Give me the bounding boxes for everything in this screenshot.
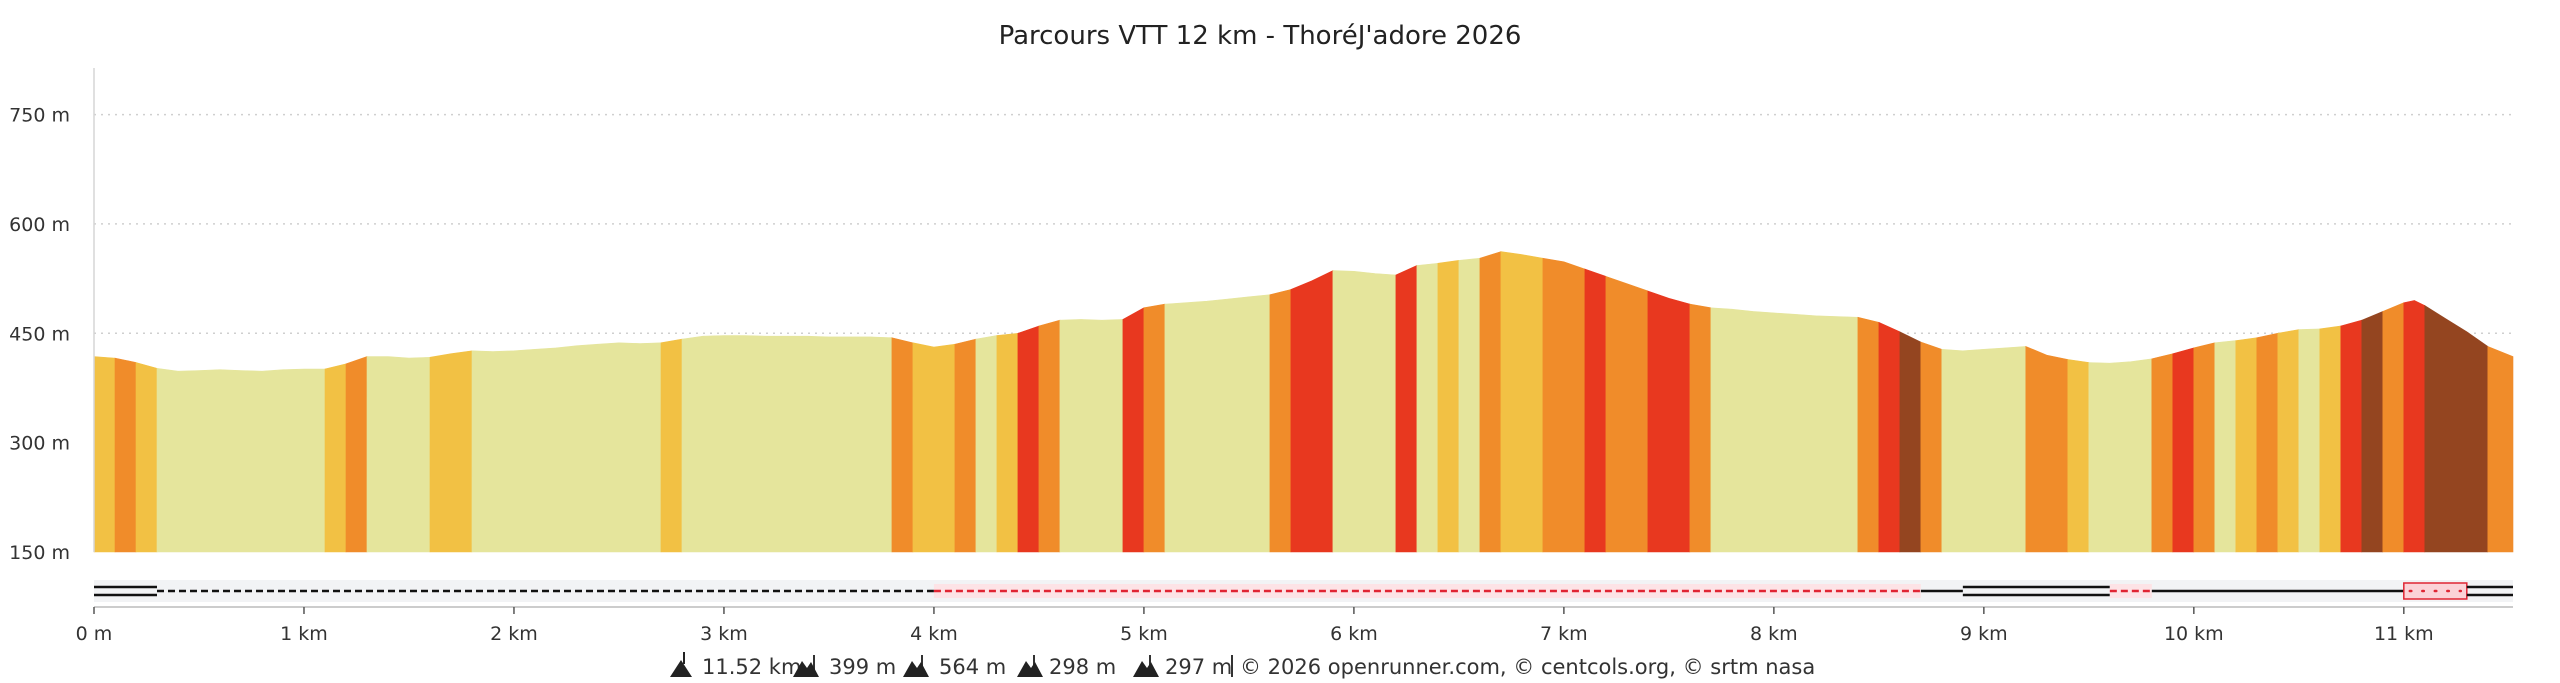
- slope-segment-moderate: [2487, 345, 2514, 553]
- profile-area: [93, 251, 2514, 553]
- slope-segment-very_steep: [2424, 305, 2489, 553]
- slope-segment-moderate: [1143, 303, 1166, 553]
- slope-segment-moderate: [114, 357, 137, 553]
- slope-segment-moderate: [1479, 251, 1502, 553]
- slope-segment-flat: [1164, 294, 1271, 553]
- slope-segment-moderate: [1605, 275, 1649, 553]
- x-tick-label: 8 km: [1750, 623, 1798, 645]
- chart-title: Parcours VTT 12 km - ThoréJ'adore 2026: [999, 21, 1522, 51]
- slope-segment-moderate: [1542, 257, 1586, 553]
- slope-segment-moderate: [891, 337, 914, 553]
- slope-segment-steep: [2172, 347, 2195, 553]
- min-altitude-icon: [1017, 661, 1043, 677]
- slope-segment-gentle: [2277, 329, 2300, 553]
- y-axis: 750 m 600 m 450 m 300 m 150 m: [9, 68, 95, 564]
- max-altitude-icon: [903, 661, 929, 677]
- slope-segment-flat: [471, 342, 662, 553]
- slope-segment-flat: [1710, 307, 1859, 553]
- slope-segment-moderate: [2025, 345, 2069, 553]
- slope-segment-gentle: [996, 332, 1019, 553]
- slope-segment-moderate: [1920, 341, 1943, 553]
- slope-segment-flat: [1941, 346, 2027, 553]
- y-tick-label: 600 m: [9, 214, 70, 236]
- stats-line: 11.52 km 399 m 564 m 298 m 297 m © 2026 …: [702, 655, 1815, 679]
- y-tick-label: 750 m: [9, 105, 70, 127]
- max-alt-value: 564 m: [939, 655, 1006, 679]
- slope-segment-steep: [2403, 300, 2426, 553]
- slope-segment-moderate: [2256, 332, 2279, 553]
- slope-segment-flat: [2088, 358, 2153, 553]
- x-tick-label: 10 km: [2164, 623, 2224, 645]
- slope-segment-gentle: [912, 342, 956, 553]
- y-tick-label: 450 m: [9, 323, 70, 345]
- slope-segment-gentle: [135, 362, 158, 553]
- ascent-value: 399 m: [829, 655, 896, 679]
- slope-segment-steep: [1122, 307, 1145, 553]
- slope-segment-very_steep: [1899, 331, 1922, 553]
- slope-segment-gentle: [2067, 359, 2090, 553]
- slope-segment-flat: [366, 356, 431, 553]
- min-alt-value: 298 m: [1049, 655, 1116, 679]
- slope-segment-flat: [975, 335, 998, 553]
- x-tick-label: 0 m: [76, 623, 113, 645]
- slope-segment-moderate: [1038, 319, 1061, 553]
- slope-segment-steep: [1647, 290, 1691, 553]
- distance-value: 11.52 km: [702, 655, 801, 679]
- slope-segment-flat: [2214, 340, 2237, 553]
- slope-segment-moderate: [345, 356, 368, 553]
- slope-segment-flat: [2298, 328, 2321, 553]
- x-tick-label: 4 km: [910, 623, 958, 645]
- surface-trail-bg: [933, 584, 1921, 598]
- slope-segment-steep: [1878, 321, 1901, 553]
- slope-segment-gentle: [324, 363, 347, 553]
- slope-segment-moderate: [1689, 303, 1712, 553]
- slope-segment-moderate: [1857, 316, 1880, 553]
- slope-segment-steep: [1584, 268, 1607, 553]
- slope-segment-flat: [681, 335, 893, 553]
- stats-footer: 11.52 km 399 m 564 m 298 m 297 m © 2026 …: [670, 652, 1815, 679]
- slope-segment-moderate: [1269, 289, 1292, 553]
- surface-strip: [94, 580, 2513, 602]
- x-tick-label: 5 km: [1120, 623, 1168, 645]
- slope-segment-gentle: [429, 350, 473, 553]
- slope-segment-steep: [2340, 319, 2363, 553]
- slope-segment-moderate: [954, 338, 977, 553]
- slope-segment-gentle: [2235, 337, 2258, 553]
- x-axis: 0 m 1 km 2 km 3 km 4 km 5 km 6 km 7 km 8 km 9 km 1…: [76, 606, 2513, 645]
- x-tick-label: 3 km: [700, 623, 748, 645]
- slope-segment-steep: [1395, 265, 1418, 553]
- slope-segment-gentle: [2319, 325, 2342, 553]
- slope-segment-gentle: [93, 356, 116, 553]
- x-tick-label: 9 km: [1960, 623, 2008, 645]
- surface-trail-bg: [2109, 584, 2152, 598]
- slope-segment-flat: [156, 367, 326, 553]
- slope-segment-flat: [1332, 270, 1397, 553]
- slope-segment-flat: [1416, 262, 1439, 553]
- stat-icons: [670, 652, 1159, 677]
- slope-segment-flat: [1059, 319, 1124, 553]
- x-tick-label: 1 km: [280, 623, 328, 645]
- slope-segment-moderate: [2151, 353, 2174, 553]
- slope-segment-gentle: [1500, 251, 1544, 553]
- slope-segment-very_steep: [2361, 310, 2384, 553]
- slope-segment-steep: [1290, 270, 1334, 553]
- slope-segment-steep: [1017, 325, 1040, 553]
- slope-segment-moderate: [2382, 302, 2405, 553]
- y-tick-label: 300 m: [9, 433, 70, 455]
- slope-segment-moderate: [2193, 342, 2216, 553]
- credits-text: © 2026 openrunner.com, © centcols.org, ©…: [1240, 655, 1815, 679]
- descent-value: 297 m: [1165, 655, 1232, 679]
- slope-segment-gentle: [660, 338, 683, 553]
- y-tick-label: 150 m: [9, 542, 70, 564]
- slope-segment-gentle: [1437, 260, 1460, 553]
- slope-segment-flat: [1458, 257, 1481, 553]
- x-tick-label: 2 km: [490, 623, 538, 645]
- descent-icon: [1133, 661, 1159, 677]
- x-tick-label: 7 km: [1540, 623, 1588, 645]
- ascent-icon: [793, 661, 819, 677]
- x-tick-label: 6 km: [1330, 623, 1378, 645]
- distance-icon: [670, 660, 692, 677]
- x-tick-label: 11 km: [2374, 623, 2434, 645]
